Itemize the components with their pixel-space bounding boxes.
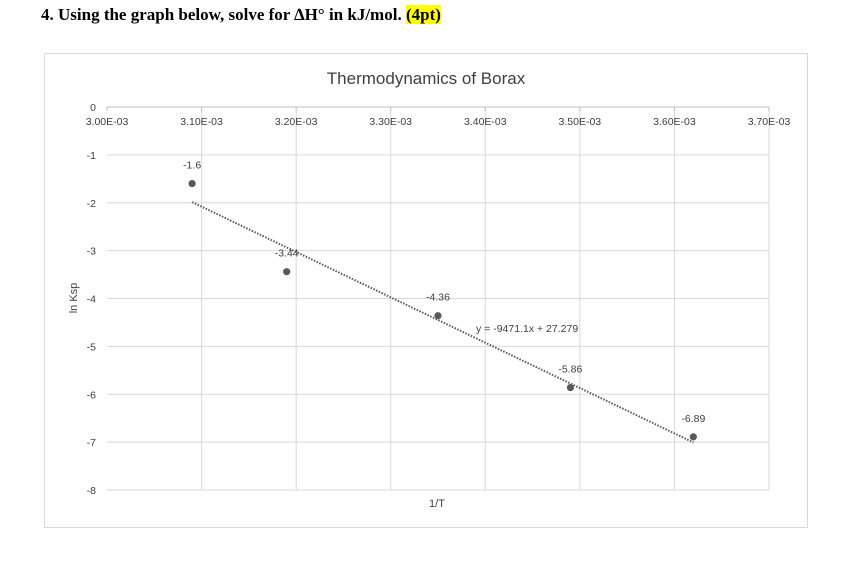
question-prompt: 4. Using the graph below, solve for ∆H° …: [41, 5, 402, 24]
data-point: [566, 383, 575, 392]
points-badge: (4pt): [405, 5, 441, 24]
y-tick-label: -2: [87, 198, 96, 210]
trendline-equation: y = -9471.1x + 27.279: [476, 323, 578, 335]
y-tick-label: -4: [87, 294, 96, 306]
data-point: [689, 433, 697, 441]
y-tick-label: -1: [87, 150, 96, 162]
y-tick-label: -6: [87, 389, 96, 401]
trendline-layer: [191, 201, 694, 444]
gridlines: [106, 106, 770, 491]
x-tick-label: 3.40E-03: [464, 116, 507, 128]
trendline: [191, 201, 694, 444]
y-tick-label: -3: [87, 246, 96, 258]
data-label: -4.36: [426, 292, 450, 304]
data-label: -1.6: [183, 160, 201, 172]
x-tick-label: 3.00E-03: [86, 116, 129, 128]
data-point: [188, 180, 196, 188]
data-point: [434, 312, 442, 320]
x-tick-label: 3.30E-03: [369, 116, 412, 128]
y-tick-label: -7: [87, 437, 96, 449]
data-label: -6.89: [681, 413, 705, 425]
y-tick-label: -5: [87, 341, 96, 353]
data-point: [283, 268, 291, 276]
x-tick-label: 3.50E-03: [559, 116, 602, 128]
x-tick-label: 3.60E-03: [653, 116, 696, 128]
x-axis-title: 1/T: [429, 498, 445, 510]
data-label: -3.44: [275, 248, 299, 260]
data-label: -5.86: [558, 364, 582, 376]
tick-labels: 3.00E-03 3.10E-03 3.20E-03 3.30E-03 3.40E-03…: [86, 102, 791, 497]
x-tick-label: 3.70E-03: [748, 116, 791, 128]
x-tick-label: 3.20E-03: [275, 116, 318, 128]
y-tick-label: -8: [87, 485, 96, 497]
y-tick-label: 0: [90, 102, 96, 114]
question-text: 4. Using the graph below, solve for ∆H° …: [41, 5, 441, 25]
data-labels: -1.6 -3.44 -4.36 -5.86 -6.89: [183, 160, 705, 425]
chart-title: Thermodynamics of Borax: [327, 69, 526, 88]
chart-area: [44, 53, 808, 528]
y-axis-title: ln Ksp: [68, 283, 80, 314]
x-tick-label: 3.10E-03: [180, 116, 223, 128]
data-points: [188, 180, 697, 441]
